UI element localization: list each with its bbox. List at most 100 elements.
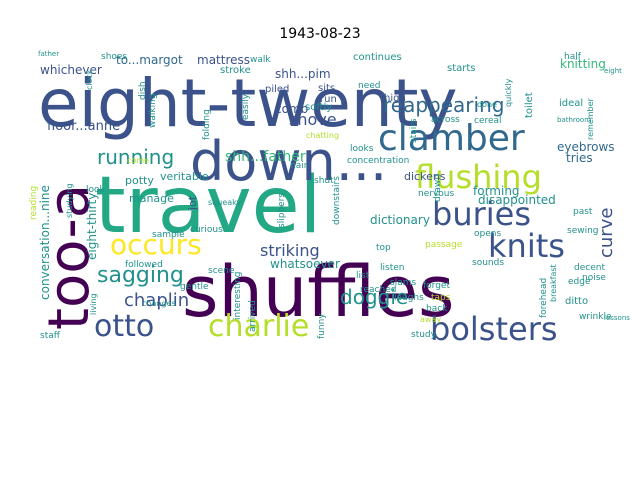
word-shoes: shoes	[101, 52, 127, 62]
word-laughs: laughs	[394, 293, 424, 303]
word-come: come	[127, 156, 149, 165]
word-walk: walk	[250, 55, 271, 65]
word-living: living	[89, 293, 98, 315]
word-clamber: clamber	[378, 118, 525, 159]
word-dictionary: dictionary	[370, 213, 430, 227]
word-sounds: sounds	[472, 258, 504, 268]
word-shuffles: shuffles	[182, 251, 454, 333]
word-manage: manage	[129, 192, 174, 205]
word-disappointed: disappointed	[478, 193, 556, 207]
word-back: back	[426, 304, 448, 314]
word-curious: curious	[190, 225, 223, 235]
word-sits: sits	[318, 83, 335, 94]
word-noise: noise	[582, 273, 606, 283]
word-need: need	[358, 81, 381, 91]
word-away: away	[420, 315, 441, 324]
word-folding: folding	[202, 109, 212, 140]
word-mattress: mattress	[197, 53, 250, 67]
word-reached: reached	[360, 285, 396, 295]
word-walking: walking	[148, 93, 158, 128]
word-opens: opens	[474, 229, 501, 239]
word-eight-twenty: eight-twenty	[38, 65, 458, 142]
word-chaplin: chaplin	[124, 290, 189, 311]
word-past: past	[573, 207, 593, 217]
word-eight: eight	[604, 67, 622, 75]
word-potty: potty	[125, 174, 154, 187]
word-jot: jot	[186, 195, 199, 211]
word-study: study	[411, 330, 437, 340]
word-lessons: lessons	[604, 314, 630, 322]
word-passage: passage	[425, 240, 463, 250]
word-slams: slams	[390, 278, 416, 288]
word-bathroom: bathroom	[557, 116, 591, 124]
word-whichever: whichever	[40, 63, 102, 77]
word-high: high	[384, 93, 406, 104]
word-whatsoever: whatsoever	[270, 257, 340, 271]
word-nervous: nervous	[418, 189, 454, 199]
word-striking: striking	[260, 241, 320, 260]
word-knitting: knitting	[560, 57, 606, 71]
word-shove: shove	[289, 110, 337, 129]
word-wrinkle: wrinkle	[579, 312, 612, 322]
word-interesting: interesting	[233, 272, 243, 320]
word-flushing: flushing	[415, 158, 542, 196]
word-listen: listen	[380, 263, 404, 273]
word-dickens: dickens	[404, 170, 446, 183]
word-running: running	[97, 145, 174, 169]
word-softly: softly	[305, 102, 332, 113]
word-shut: shut	[314, 176, 334, 186]
word-conversation-nine: conversation...nine	[38, 185, 52, 300]
word-gentle: gentle	[180, 282, 209, 292]
word-followed: followed	[125, 260, 163, 270]
word-floor-anne: floor...anne	[47, 119, 120, 134]
word-scene: scene	[208, 266, 235, 276]
word-decent: decent	[574, 263, 605, 273]
word-ditto: ditto	[565, 296, 588, 307]
word-piled: piled	[265, 84, 289, 95]
word-tries: tries	[566, 151, 593, 165]
word-continues: continues	[353, 52, 402, 63]
word-reading: reading	[29, 186, 39, 220]
word-shh-father: shh...father	[225, 149, 306, 165]
word-eight-thirty: eight-thirty	[85, 193, 99, 260]
word-otto: otto	[94, 309, 154, 344]
word-downstairs: downstairs	[332, 176, 342, 225]
word-sewing: sewing	[567, 226, 599, 236]
word-forget: forget	[423, 281, 450, 291]
word-stairs: stairs	[409, 118, 419, 143]
word-look: look	[86, 185, 106, 195]
word-arrived: arrived	[248, 300, 258, 332]
word-veritable: veritable	[160, 170, 209, 183]
word-dish: dish	[138, 81, 148, 100]
word-toilet: toilet	[524, 92, 535, 118]
word-forehead: forehead	[539, 278, 549, 318]
word-changes: changes	[142, 299, 176, 308]
word-quickly: quickly	[504, 78, 513, 107]
word-easily: easily	[241, 93, 251, 120]
word-occurs: occurs	[110, 228, 202, 261]
word-run: run	[320, 94, 337, 105]
word-to-margot: to...margot	[116, 53, 183, 67]
word-forming: forming	[473, 184, 520, 198]
word-breakfast: breakfast	[549, 264, 558, 302]
word-down: down...	[190, 130, 387, 193]
word-father: father	[38, 50, 59, 58]
word-squeaky: squeaky	[208, 198, 241, 207]
word-clock: clock	[85, 69, 94, 90]
page-title: 1943-08-23	[279, 26, 361, 42]
word-travel: travel	[95, 161, 321, 251]
word-charlie: charlie	[208, 309, 309, 344]
word-taps: taps	[431, 293, 451, 303]
word-eyebrows: eyebrows	[557, 140, 615, 154]
word-remember: remember	[586, 97, 595, 140]
word-hair: hair	[290, 161, 308, 171]
word-buries: buries	[432, 195, 531, 233]
word-too-a: too-a	[37, 184, 102, 330]
word-knits: knits	[488, 227, 565, 265]
word-doggie: doggie	[340, 285, 408, 309]
word-half: half	[564, 52, 582, 62]
word-cereal: cereal	[474, 116, 502, 126]
word-looks: looks	[350, 144, 374, 154]
word-staff: staff	[40, 331, 61, 341]
